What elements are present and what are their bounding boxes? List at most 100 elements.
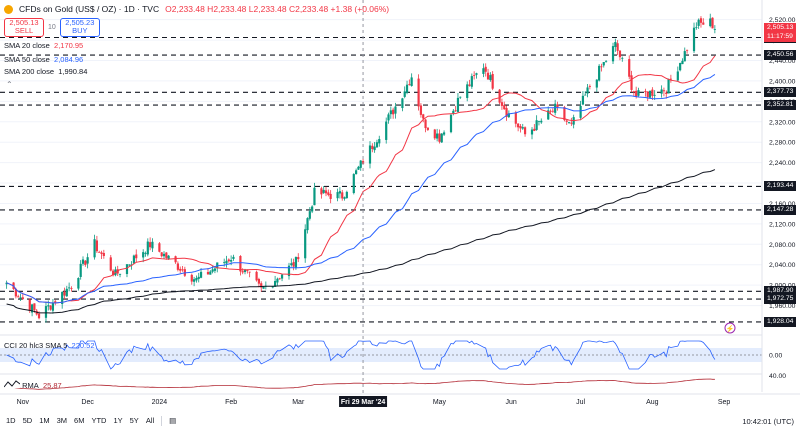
symbol-title[interactable]: CFDs on Gold (US$ / OZ) · 1D · TVC [19, 4, 160, 14]
timeframe-6m[interactable]: 6M [74, 416, 85, 425]
alert-icon [724, 322, 736, 334]
candle-body [61, 291, 64, 304]
buy-button[interactable]: 2,505.23 BUY [59, 18, 100, 37]
candle-body [470, 76, 473, 87]
collapse-indicators-icon[interactable]: ⌃ [6, 80, 13, 89]
level-price-tag: 2,147.28 [764, 204, 797, 215]
candle-body [151, 241, 154, 249]
timeframe-5y[interactable]: 5Y [129, 416, 139, 425]
indicator-sma200[interactable]: SMA 200 close 1,990.84 [4, 67, 87, 76]
candle-body [410, 77, 413, 86]
candle-body [17, 296, 20, 298]
candle-body [313, 187, 316, 206]
candle-body [167, 255, 170, 260]
candle-body [176, 263, 179, 270]
candle-body [621, 57, 624, 59]
candle-body [486, 72, 490, 80]
candle-body [537, 120, 541, 122]
timeframe-1d[interactable]: 1D [6, 416, 16, 425]
candle-body [260, 283, 263, 288]
candle-body [93, 239, 96, 258]
timeframe-1y[interactable]: 1Y [113, 416, 123, 425]
indicator-sma50[interactable]: SMA 50 close 2,084.96 [4, 55, 83, 64]
y-tick-label: 1,960.00 [769, 303, 796, 310]
candle-body [257, 278, 261, 284]
candle-body [70, 287, 73, 289]
candle-body [368, 145, 372, 164]
candle-body [699, 18, 703, 23]
candle-body [484, 66, 487, 72]
x-tick-label: Mar [292, 399, 305, 406]
candle-body [51, 302, 55, 311]
candle-body [466, 84, 469, 98]
candle-body [132, 255, 136, 264]
candle-body [702, 22, 705, 25]
candle-body [614, 42, 617, 48]
candle-body [54, 301, 57, 304]
candle-body [505, 108, 508, 117]
candle-body [19, 297, 22, 299]
x-tick-label: Nov [17, 399, 30, 406]
candle-body [292, 262, 295, 267]
timeframe-ytd[interactable]: YTD [91, 416, 107, 425]
bar-countdown-tag: 11:17:59 [764, 32, 796, 42]
rma-pane-label[interactable]: RMA 25.87 [3, 380, 62, 390]
candle-body [683, 51, 686, 62]
candle-body [491, 74, 494, 89]
sma50-line [6, 73, 716, 304]
y-tick-label: 2,040.00 [769, 262, 796, 269]
timeframe-1m[interactable]: 1M [39, 416, 50, 425]
y-tick-label: 2,120.00 [769, 221, 796, 228]
candle-body [146, 241, 149, 255]
indicator-sma20-value: 2,170.95 [54, 41, 84, 50]
cci-name: CCI 20 hlc3 SMA 5 [4, 341, 68, 350]
candle-body [648, 90, 652, 98]
candle-body [81, 259, 85, 264]
candle-body [632, 91, 635, 93]
candle-body [160, 252, 163, 257]
candle-body [118, 273, 122, 275]
candle-body [287, 265, 291, 277]
candle-body [567, 122, 571, 123]
candle-body [711, 17, 714, 29]
y-tick-label: 2,280.00 [769, 140, 796, 147]
timeframe-bar: 1D 5D 1M 3M 6M YTD 1Y 5Y All ▤ [6, 416, 176, 426]
timeframe-all[interactable]: All [145, 416, 155, 425]
candle-body [297, 257, 300, 260]
x-tick-label: Dec [81, 399, 94, 406]
candle-body [336, 192, 339, 199]
date-range-icon[interactable]: ▤ [169, 416, 177, 425]
candle-body [144, 253, 147, 254]
cci-pane-label[interactable]: CCI 20 hlc3 SMA 5 220.52 [4, 341, 95, 350]
candle-body [563, 107, 566, 121]
candle-body [308, 211, 311, 219]
candle-body [489, 75, 492, 81]
indicator-sma20[interactable]: SMA 20 close 2,170.95 [4, 41, 83, 50]
candle-body [225, 260, 228, 264]
level-price-tag: 1,972.75 [764, 294, 797, 305]
candle-body [401, 98, 404, 109]
candle-body [190, 274, 193, 282]
candle-body [243, 269, 247, 273]
candle-body [125, 264, 129, 274]
timeframe-3m[interactable]: 3M [56, 416, 68, 425]
sell-button[interactable]: 2,505.13 SELL [4, 18, 44, 37]
y-tick-label: 2,320.00 [769, 119, 796, 126]
cci-value: 220.52 [71, 341, 95, 350]
candle-body [665, 92, 668, 94]
candle-body [438, 133, 441, 142]
candle-body [274, 281, 277, 287]
candle-body [95, 240, 98, 252]
candle-body [681, 60, 684, 65]
candle-body [630, 75, 633, 90]
candle-body [519, 125, 522, 129]
timeframe-5d[interactable]: 5D [22, 416, 33, 425]
candle-body [459, 96, 462, 98]
candle-body [517, 123, 520, 128]
candle-body [211, 269, 214, 272]
candle-body [311, 206, 314, 212]
candle-body [209, 271, 212, 275]
candle-body [338, 191, 342, 194]
candle-body [385, 121, 388, 140]
